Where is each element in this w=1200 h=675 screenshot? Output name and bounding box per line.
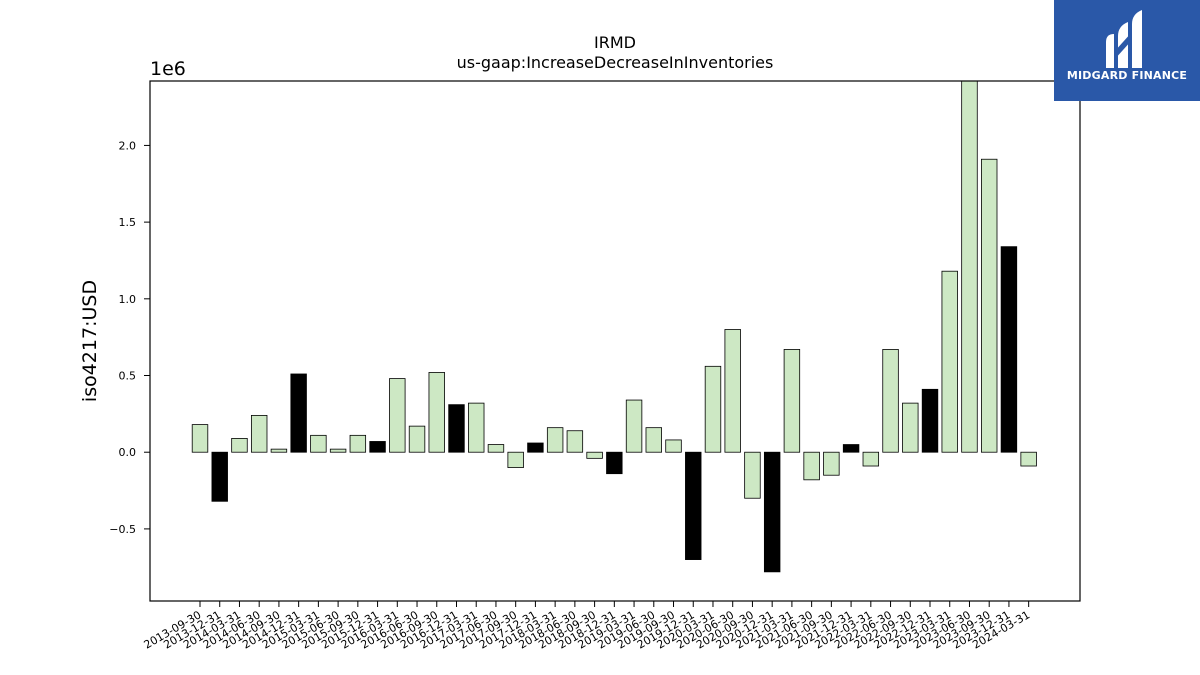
bar-2016-06-30 <box>408 425 426 453</box>
bar-2014-06-30 <box>250 414 268 453</box>
bar-2019-03-31 <box>625 399 643 453</box>
bar-2013-09-30 <box>191 424 209 453</box>
bar-2018-12-31 <box>606 451 623 475</box>
plot-frame <box>149 80 1081 602</box>
y-ticks-group: −0.5 0.0 0.5 1.0 1.5 2.0 <box>109 139 150 536</box>
bar-2018-06-30 <box>566 430 584 453</box>
bar-2015-03-31 <box>310 434 327 453</box>
bar-2020-06-30 <box>724 329 741 453</box>
y-tick-label: −0.5 <box>109 523 136 536</box>
midgard-finance-logo: MIDGARD FINANCE <box>1054 0 1200 101</box>
bar-2019-12-31 <box>685 451 702 560</box>
bar-2015-06-30 <box>329 448 347 453</box>
bar-2023-03-31 <box>941 270 958 453</box>
bar-2017-06-30 <box>487 444 505 453</box>
bar-2023-09-30 <box>981 158 998 453</box>
bar-2020-09-30 <box>744 451 761 499</box>
bars-group <box>191 80 1037 573</box>
bar-2023-12-31 <box>1000 246 1018 453</box>
bar-2022-12-31 <box>921 388 939 453</box>
bar-2021-12-31 <box>842 444 860 453</box>
bar-2014-03-31 <box>231 438 248 453</box>
bar-2015-12-31 <box>369 441 386 453</box>
bar-2016-12-31 <box>448 404 465 453</box>
y-axis-offset-label: 1e6 <box>150 58 186 80</box>
y-tick-label: 0.5 <box>119 370 137 383</box>
bar-2018-03-31 <box>546 427 564 453</box>
y-tick-label: 1.5 <box>119 216 137 229</box>
bar-2016-09-30 <box>428 372 445 453</box>
bar-2016-03-31 <box>389 378 406 453</box>
bar-2023-06-30 <box>961 80 978 453</box>
bar-2022-03-31 <box>862 451 880 467</box>
bar-2021-09-30 <box>823 451 840 476</box>
logo-text: MIDGARD FINANCE <box>1066 69 1188 82</box>
chart-subtitle: us-gaap:IncreaseDecreaseInInventories <box>457 53 774 72</box>
bar-2014-12-31 <box>290 373 307 453</box>
y-tick-label: 0.0 <box>119 446 137 459</box>
bar-2024-03-31 <box>1020 451 1037 467</box>
bar-2017-09-30 <box>507 451 524 468</box>
x-ticks-group: 2013-09-302013-12-312014-03-312014-06-30… <box>142 601 1032 652</box>
bar-2018-09-30 <box>586 451 603 459</box>
bar-2017-12-31 <box>527 442 544 453</box>
chart-title: IRMD <box>594 33 636 52</box>
bar-2014-09-30 <box>270 448 288 453</box>
bar-2021-06-30 <box>803 451 820 481</box>
bar-2022-09-30 <box>902 402 919 453</box>
bar-2017-03-31 <box>468 402 485 453</box>
y-tick-label: 1.0 <box>119 293 137 306</box>
bar-2015-09-30 <box>349 434 367 453</box>
bar-2021-03-31 <box>783 349 801 453</box>
bar-2020-03-31 <box>704 365 722 453</box>
bar-2019-06-30 <box>645 427 662 453</box>
bar-2019-09-30 <box>665 439 682 453</box>
y-axis-label: iso4217:USD <box>79 280 101 402</box>
bar-2013-12-31 <box>211 451 228 502</box>
bar-2020-12-31 <box>763 451 781 573</box>
bar-2022-06-30 <box>882 349 899 453</box>
midgard-logo-icon <box>1106 10 1142 68</box>
y-tick-label: 2.0 <box>119 139 137 152</box>
